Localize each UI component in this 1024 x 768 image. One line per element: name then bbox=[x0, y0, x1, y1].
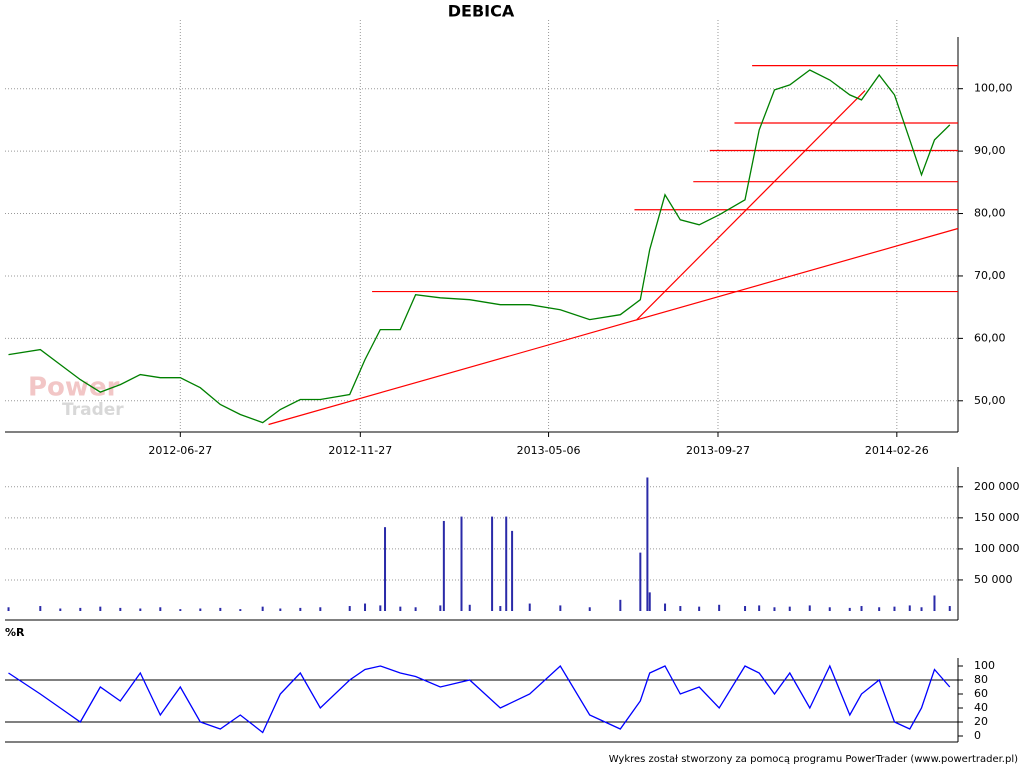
y-tick-label: 80,00 bbox=[974, 207, 1006, 220]
volume-bar bbox=[319, 607, 322, 611]
volume-bar bbox=[920, 607, 923, 611]
volume-bar bbox=[718, 604, 721, 611]
volume-bar bbox=[893, 606, 896, 611]
panel-title: %R bbox=[5, 626, 25, 639]
volume-bar bbox=[460, 516, 463, 611]
volume-bar bbox=[384, 527, 387, 611]
volume-bar bbox=[511, 530, 514, 611]
volume-bar bbox=[159, 607, 162, 611]
volume-bar bbox=[499, 606, 502, 611]
volume-bar bbox=[878, 607, 881, 611]
volume-bar bbox=[908, 605, 911, 611]
x-tick-label: 2012-11-27 bbox=[328, 444, 392, 457]
volume-bar bbox=[379, 605, 382, 611]
volume-bar bbox=[619, 599, 622, 611]
volume-bar bbox=[773, 607, 776, 611]
volume-bar bbox=[219, 607, 222, 611]
y-tick-label: 0 bbox=[974, 729, 981, 742]
x-tick-label: 2012-06-27 bbox=[148, 444, 212, 457]
volume-bar bbox=[199, 608, 202, 611]
series-line bbox=[8, 69, 951, 424]
y-tick-label: 60 bbox=[974, 687, 988, 700]
volume-bar bbox=[788, 606, 791, 611]
y-tick-label: 40 bbox=[974, 701, 988, 714]
volume-bar bbox=[59, 608, 62, 611]
y-tick-label: 100 bbox=[974, 659, 995, 672]
volume-bar bbox=[439, 605, 442, 611]
volume-bar bbox=[39, 606, 42, 611]
volume-bar bbox=[261, 606, 264, 611]
y-tick-label: 50,00 bbox=[974, 394, 1006, 407]
volume-bar bbox=[279, 608, 282, 611]
volume-bar bbox=[808, 605, 811, 611]
volume-bar bbox=[698, 606, 701, 611]
volume-bar bbox=[119, 607, 122, 611]
volume-bar bbox=[399, 606, 402, 611]
volume-bar bbox=[442, 520, 445, 611]
volume-bar bbox=[528, 603, 531, 611]
y-tick-label: 90,00 bbox=[974, 144, 1006, 157]
volume-bar bbox=[414, 607, 417, 611]
volume-bar bbox=[179, 609, 182, 611]
y-tick-label: 150 000 bbox=[974, 511, 1020, 524]
volume-bar bbox=[933, 595, 936, 611]
volume-bar bbox=[7, 607, 10, 611]
y-tick-label: 70,00 bbox=[974, 269, 1006, 282]
volume-bar bbox=[99, 606, 102, 611]
x-tick-label: 2014-02-26 bbox=[865, 444, 929, 457]
x-tick-label: 2013-05-06 bbox=[517, 444, 581, 457]
volume-bar bbox=[848, 607, 851, 611]
y-tick-label: 50 000 bbox=[974, 573, 1013, 586]
volume-bar bbox=[299, 607, 302, 611]
volume-bar bbox=[648, 592, 651, 611]
volume-bar bbox=[559, 605, 562, 611]
volume-bar bbox=[239, 609, 242, 611]
chart-title: DEBICA bbox=[448, 2, 515, 21]
volume-bar bbox=[860, 606, 863, 611]
volume-bar bbox=[664, 603, 667, 611]
volume-bar bbox=[948, 606, 951, 611]
trend-line bbox=[636, 90, 866, 321]
volume-bar bbox=[468, 604, 471, 611]
volume-bar bbox=[79, 607, 82, 611]
volume-bar bbox=[364, 603, 367, 611]
volume-bar bbox=[348, 606, 351, 611]
volume-bar bbox=[505, 516, 508, 611]
volume-bar bbox=[744, 606, 747, 611]
x-tick-label: 2013-09-27 bbox=[686, 444, 750, 457]
volume-bar bbox=[491, 516, 494, 611]
y-tick-label: 100,00 bbox=[974, 82, 1013, 95]
volume-bar bbox=[679, 606, 682, 611]
volume-bar bbox=[828, 607, 831, 611]
series-line bbox=[8, 664, 951, 734]
volume-bar bbox=[639, 552, 642, 611]
watermark: Power bbox=[28, 373, 120, 403]
y-tick-label: 100 000 bbox=[974, 542, 1020, 555]
y-tick-label: 20 bbox=[974, 715, 988, 728]
y-tick-label: 60,00 bbox=[974, 331, 1006, 344]
y-tick-label: 200 000 bbox=[974, 480, 1020, 493]
volume-bar bbox=[588, 607, 591, 611]
volume-bar bbox=[758, 605, 761, 611]
y-tick-label: 80 bbox=[974, 673, 988, 686]
watermark: Trader bbox=[62, 400, 124, 420]
trend-line bbox=[268, 227, 959, 426]
footer: Wykres został stworzony za pomocą progra… bbox=[609, 754, 1018, 765]
volume-bar bbox=[139, 608, 142, 611]
volume-bar bbox=[646, 477, 649, 611]
